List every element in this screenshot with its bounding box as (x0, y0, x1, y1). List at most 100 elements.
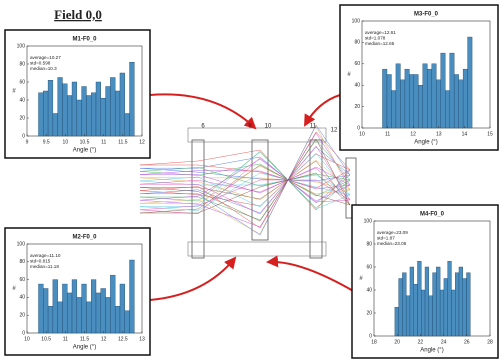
histogram-bar (462, 68, 468, 129)
histogram-bar (436, 266, 441, 337)
x-tick-label: 10 (359, 131, 365, 137)
histogram-bar (38, 92, 44, 137)
histogram-bar (52, 279, 58, 334)
surface-label: 11 (310, 124, 317, 130)
ray (139, 125, 351, 235)
arrow (304, 94, 341, 127)
ray (139, 138, 351, 222)
histogram-bar (422, 63, 428, 129)
ray (139, 167, 351, 182)
x-tick-label: 10.5 (80, 139, 90, 145)
optical-layout (139, 124, 357, 259)
ray (140, 160, 351, 206)
ray (140, 145, 351, 215)
histogram-bar (424, 266, 430, 337)
histogram-bar (466, 272, 471, 337)
ray (139, 179, 351, 211)
x-tick-label: 20 (394, 339, 400, 345)
stats-text: median=11.18 (30, 264, 59, 269)
ray (139, 132, 351, 228)
y-tick-label: 20 (19, 115, 25, 121)
chart-title: M1-F0_0 (72, 37, 97, 43)
surface-label: 9 (248, 124, 252, 130)
histogram-bar (409, 74, 415, 129)
histogram-bar (57, 77, 63, 137)
y-tick-label: 0 (369, 333, 372, 339)
y-axis-label: # (359, 276, 363, 282)
histogram-bar (47, 306, 54, 334)
x-tick-label: 9 (26, 139, 29, 145)
ray (140, 139, 351, 221)
ray (139, 149, 351, 211)
y-tick-label: 0 (22, 330, 25, 336)
histogram-bar (427, 68, 432, 129)
histogram-bar (124, 310, 130, 334)
histogram-bar (119, 283, 125, 334)
histogram-bar (409, 266, 414, 337)
histogram-bar (91, 279, 97, 334)
histogram-bar (119, 72, 125, 137)
y-tick-label: 80 (19, 61, 25, 67)
x-tick-label: 11 (385, 131, 390, 137)
ray (139, 172, 351, 211)
ray (139, 146, 351, 214)
ray (139, 170, 351, 190)
ray (139, 153, 351, 207)
chart-title: M3-F0_0 (414, 12, 439, 18)
chart-panel: M2-F0_0 0 20 40 60 80 100 10 10.5 11 11.5 12 12.5 13 A… (4, 227, 151, 356)
stats-text: average=11.10 (30, 253, 61, 258)
histogram-bar (67, 292, 73, 334)
x-tick-label: 14 (462, 131, 468, 137)
y-tick-label: 60 (354, 61, 360, 67)
histogram-bar (71, 81, 78, 137)
stats-text: std=1.87 (377, 236, 395, 241)
x-tick-label: 10 (63, 139, 69, 145)
histogram-bar (81, 86, 87, 137)
histogram-bar (95, 81, 101, 137)
ray (139, 163, 351, 197)
histogram-bar (467, 36, 473, 129)
histogram-bar (76, 297, 82, 334)
x-tick-label: 11.5 (118, 139, 128, 145)
histogram-bar (100, 97, 106, 137)
histogram-bar (413, 284, 418, 337)
x-tick-label: 12 (410, 131, 416, 137)
ray (139, 131, 351, 229)
histogram-bar (110, 77, 116, 137)
histogram-bar (110, 274, 116, 334)
ray (139, 152, 351, 208)
ray (140, 172, 351, 214)
chart-panel: M4-F0_0 0 20 40 60 80 100 18 20 22 24 26 28 Angle (°)… (351, 204, 499, 359)
histogram-bar (76, 99, 82, 137)
x-tick-label: 9.5 (43, 139, 50, 145)
histogram-bar (62, 283, 68, 334)
y-tick-label: 0 (357, 125, 360, 131)
histogram-bar (100, 288, 106, 334)
histogram-bar (458, 79, 464, 129)
x-tick-label: 12.5 (118, 336, 128, 342)
stats-text: std=0.598 (30, 61, 51, 66)
y-tick-label: 60 (19, 277, 25, 283)
x-tick-label: 12 (101, 336, 107, 342)
ray (139, 164, 351, 214)
y-axis-label: # (12, 89, 16, 95)
y-tick-label: 80 (354, 40, 360, 46)
x-tick-label: 11 (63, 336, 68, 342)
histogram-bar (458, 266, 463, 337)
histogram-bar (436, 79, 441, 129)
y-tick-label: 60 (19, 79, 25, 85)
surface-label: 10 (265, 124, 272, 130)
surface-label: 6 (201, 124, 205, 130)
arrow (149, 256, 237, 301)
y-tick-label: 40 (19, 97, 25, 103)
histogram-bar (62, 83, 68, 137)
ray (139, 151, 351, 209)
histogram-bar (445, 90, 450, 129)
x-axis-label: Angle (°) (414, 140, 437, 146)
ray (139, 159, 351, 201)
histogram-bar (386, 74, 392, 129)
y-tick-label: 20 (354, 104, 360, 110)
x-axis-label: Angle (°) (73, 345, 96, 351)
x-tick-label: 10 (24, 336, 30, 342)
